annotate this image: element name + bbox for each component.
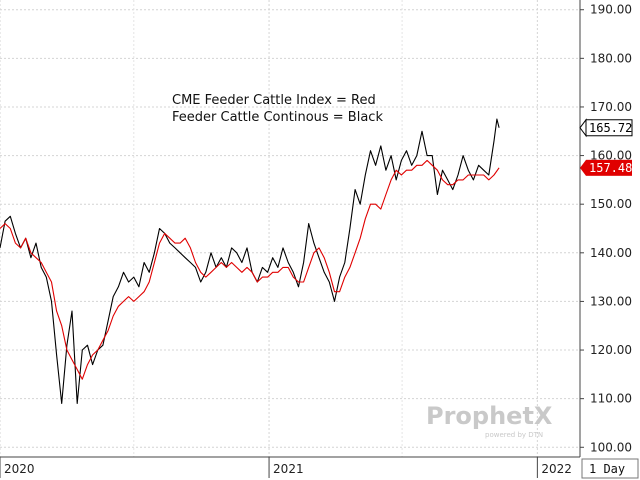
badge-pointer <box>580 159 586 176</box>
series-lines <box>0 118 500 405</box>
x-tick-label: 2022 <box>541 462 572 476</box>
period-box[interactable] <box>581 458 639 479</box>
chart-annotation: CME Feeder Cattle Index = Red Feeder Cat… <box>172 93 383 125</box>
y-tick-label: 150.00 <box>590 197 632 211</box>
grid <box>0 0 580 457</box>
y-tick-label: 130.00 <box>590 294 632 308</box>
watermark-brand: ProphetX <box>426 402 553 430</box>
period-label[interactable]: 1 Day <box>589 462 625 476</box>
period-selector[interactable]: 1 Day <box>581 458 639 479</box>
x-tick-label: 2021 <box>273 462 304 476</box>
y-tick-label: 120.00 <box>590 343 632 357</box>
y-tick-label: 110.00 <box>590 392 632 406</box>
annotation-red-label: CME Feeder Cattle Index = Red <box>172 93 376 108</box>
red-series-line <box>0 159 500 380</box>
badge-value: 157.48 <box>589 161 632 175</box>
y-tick-label: 190.00 <box>590 3 632 17</box>
x-axis: 2020 2021 2022 <box>0 457 572 478</box>
y-tick-label: 170.00 <box>590 100 632 114</box>
y-tick-label: 160.00 <box>590 149 632 163</box>
annotation-black-label: Feeder Cattle Continous = Black <box>172 110 383 125</box>
badge-box <box>585 119 633 137</box>
watermark-sub: powered by DTN <box>485 431 543 439</box>
badge-pointer <box>579 118 587 138</box>
red-last-value-badge: 157.48 <box>580 159 632 176</box>
y-axis: 100.00 110.00 120.00 130.00 140.00 150.00 160.… <box>580 3 632 454</box>
x-tick-label: 2020 <box>4 462 35 476</box>
y-tick-label: 100.00 <box>590 440 632 454</box>
black-last-value-badge: 165.72 <box>579 118 633 138</box>
y-tick-label: 180.00 <box>590 51 632 65</box>
badge-value: 165.72 <box>589 121 632 135</box>
prophetx-watermark: ProphetX powered by DTN <box>426 402 553 439</box>
plot-background <box>0 0 580 457</box>
badge-box <box>586 159 632 176</box>
y-tick-label: 140.00 <box>590 246 632 260</box>
last-value-badges: 165.72 157.48 <box>579 118 633 176</box>
